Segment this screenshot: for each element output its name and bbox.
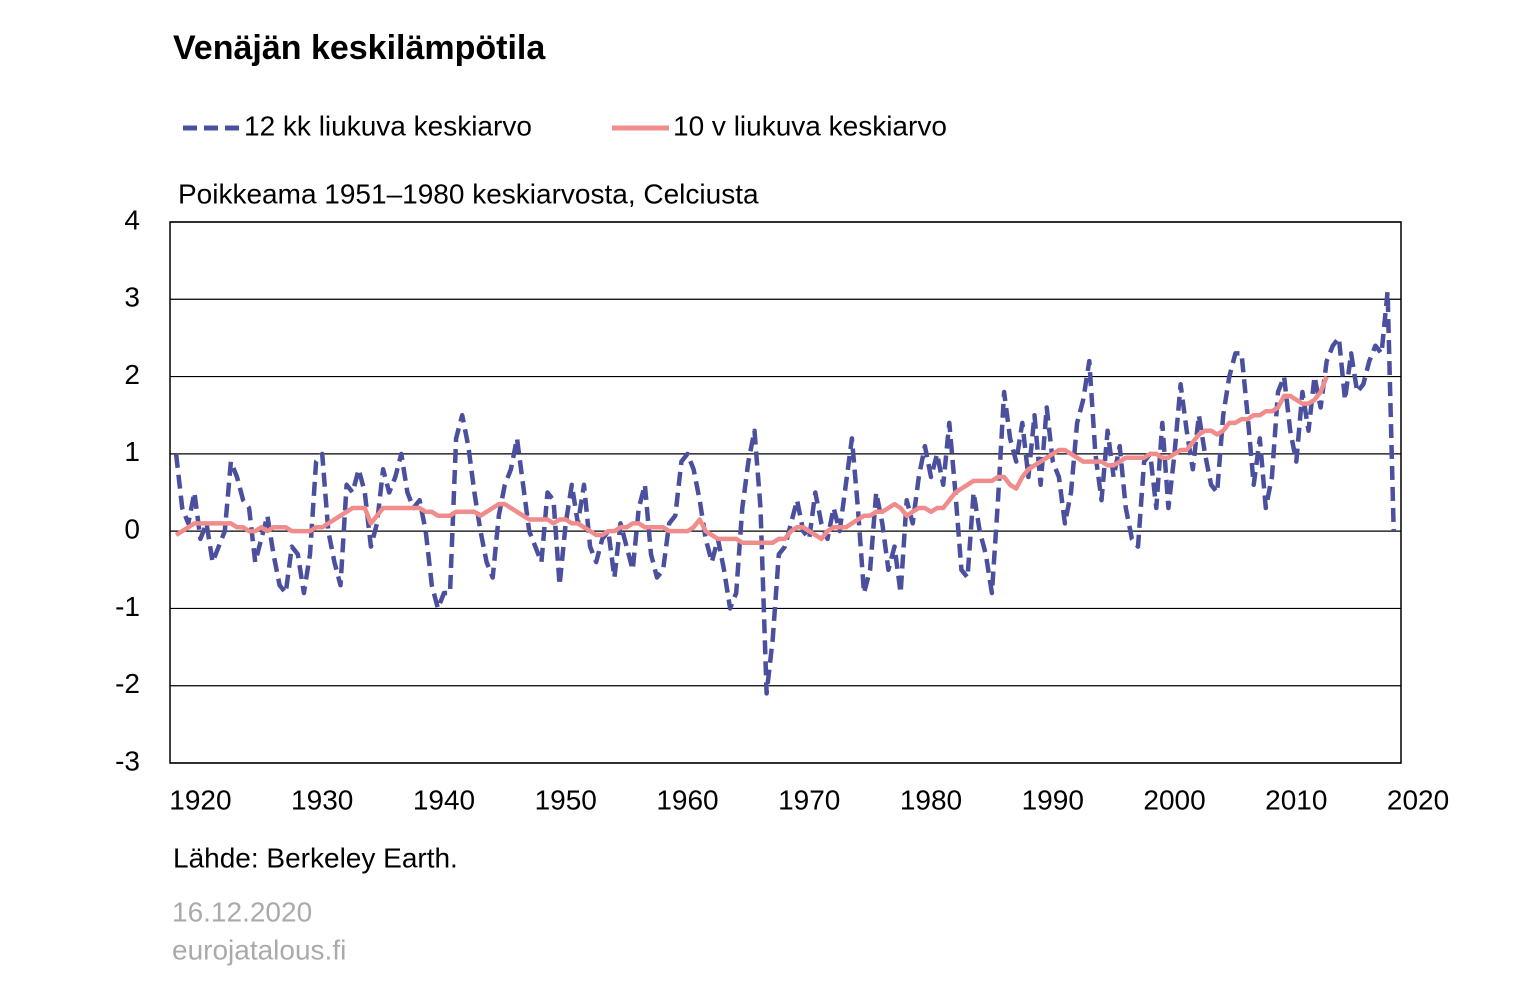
- y-tick-label: -3: [115, 745, 140, 776]
- x-tick-label: 2020: [1387, 784, 1449, 815]
- y-tick-label: 3: [124, 282, 140, 313]
- chart-title: Venäjän keskilämpötila: [173, 29, 546, 67]
- plot-frame: [169, 221, 1402, 764]
- legend-label: 12 kk liukuva keskiarvo: [244, 110, 532, 141]
- x-tick-label: 2000: [1143, 784, 1205, 815]
- legend-label: 10 v liukuva keskiarvo: [673, 110, 947, 141]
- x-tick-label: 1930: [291, 784, 353, 815]
- x-tick-label: 1990: [1022, 784, 1084, 815]
- subtitle: Poikkeama 1951–1980 keskiarvosta, Celciu…: [178, 178, 759, 209]
- line-series: [173, 289, 1396, 696]
- line-series: [174, 375, 1329, 545]
- y-tick-label: 1: [124, 436, 140, 467]
- source: Lähde: Berkeley Earth.: [173, 842, 458, 873]
- y-tick-label: 0: [124, 514, 140, 545]
- x-tick-label: 1970: [778, 784, 840, 815]
- x-tick-label: 1920: [169, 784, 231, 815]
- x-tick-label: 2010: [1265, 784, 1327, 815]
- date: 16.12.2020: [172, 896, 312, 927]
- y-tick-label: 4: [124, 204, 140, 235]
- x-tick-label: 1960: [656, 784, 718, 815]
- y-tick-label: 2: [124, 359, 140, 390]
- x-tick-label: 1950: [535, 784, 597, 815]
- y-tick-label: -1: [115, 591, 140, 622]
- y-tick-label: -2: [115, 668, 140, 699]
- x-tick-label: 1980: [900, 784, 962, 815]
- x-tick-label: 1940: [413, 784, 475, 815]
- site: eurojatalous.fi: [172, 934, 346, 965]
